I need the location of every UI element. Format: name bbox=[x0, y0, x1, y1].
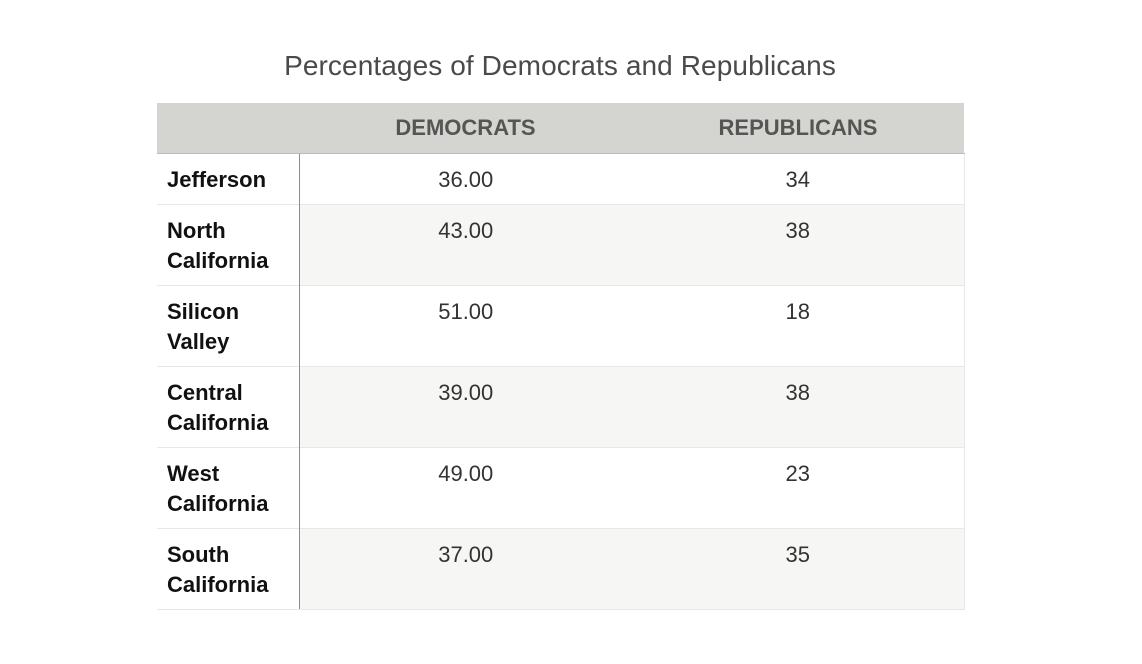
row-label: Silicon Valley bbox=[157, 285, 300, 367]
row-label: South California bbox=[157, 528, 300, 610]
table-row: Silicon Valley 51.00 18 bbox=[157, 285, 965, 367]
table-row: Jefferson 36.00 34 bbox=[157, 153, 965, 205]
democrats-value: 43.00 bbox=[299, 204, 632, 286]
chart-title: Percentages of Democrats and Republicans bbox=[284, 50, 836, 81]
republicans-value: 38 bbox=[632, 204, 965, 286]
header-row: DEMOCRATS REPUBLICANS bbox=[157, 103, 964, 154]
data-table: DEMOCRATS REPUBLICANS Jefferson 36.00 34… bbox=[157, 103, 965, 610]
democrats-value: 39.00 bbox=[299, 366, 632, 448]
republicans-value: 23 bbox=[632, 447, 965, 529]
header-democrats: DEMOCRATS bbox=[299, 103, 632, 154]
row-label: West California bbox=[157, 447, 300, 529]
democrats-value: 36.00 bbox=[299, 153, 632, 205]
republicans-value: 18 bbox=[632, 285, 965, 367]
democrats-value: 51.00 bbox=[299, 285, 632, 367]
democrats-value: 49.00 bbox=[299, 447, 632, 529]
table-row: North California 43.00 38 bbox=[157, 204, 965, 286]
table-row: West California 49.00 23 bbox=[157, 447, 965, 529]
header-republicans: REPUBLICANS bbox=[632, 103, 964, 154]
row-label: Central California bbox=[157, 366, 300, 448]
table-row: Central California 39.00 38 bbox=[157, 366, 965, 448]
republicans-value: 38 bbox=[632, 366, 965, 448]
democrats-value: 37.00 bbox=[299, 528, 632, 610]
republicans-value: 35 bbox=[632, 528, 965, 610]
table-row: South California 37.00 35 bbox=[157, 528, 965, 610]
row-label: North California bbox=[157, 204, 300, 286]
row-label: Jefferson bbox=[157, 153, 300, 205]
header-corner-cell bbox=[157, 103, 299, 154]
republicans-value: 34 bbox=[632, 153, 965, 205]
